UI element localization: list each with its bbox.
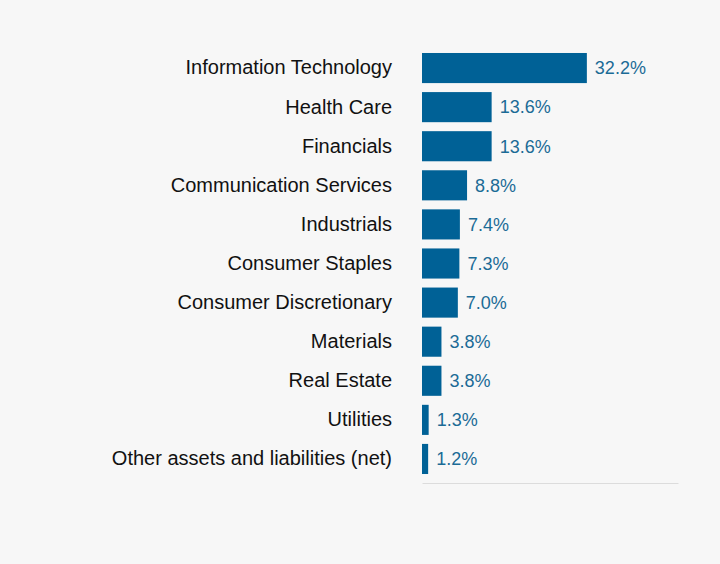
chart: Information Technology Health Care Financi… xyxy=(0,0,720,564)
data-label: 32.2% xyxy=(595,58,646,78)
y-tick: Consumer Discretionary xyxy=(177,291,392,313)
data-label: 8.8% xyxy=(475,176,516,196)
y-tick: Real Estate xyxy=(289,369,392,391)
data-label: 1.2% xyxy=(436,449,477,469)
y-axis: Information Technology Health Care Financi… xyxy=(112,56,392,469)
bar xyxy=(422,170,467,200)
data-label: 7.0% xyxy=(466,293,507,313)
bar xyxy=(422,209,460,239)
category-label: Other assets and liabilities (net) xyxy=(112,447,392,469)
x-axis xyxy=(423,483,679,484)
category-label: Real Estate xyxy=(289,369,392,391)
data-label: 3.8% xyxy=(449,332,490,352)
data-label: 7.3% xyxy=(467,254,508,274)
x-axis-line xyxy=(423,483,679,484)
y-tick: Other assets and liabilities (net) xyxy=(112,447,392,469)
y-tick: Industrials xyxy=(301,213,392,235)
bar xyxy=(422,53,587,83)
y-tick: Materials xyxy=(311,330,392,352)
data-label: 7.4% xyxy=(468,215,509,235)
y-tick: Communication Services xyxy=(171,174,392,196)
bar xyxy=(422,131,492,161)
bar xyxy=(422,92,492,122)
category-label: Utilities xyxy=(328,408,392,430)
category-label: Information Technology xyxy=(186,56,392,78)
y-tick: Consumer Staples xyxy=(227,252,392,274)
bars xyxy=(422,53,587,474)
bar xyxy=(422,248,459,278)
data-label: 13.6% xyxy=(500,137,551,157)
y-tick: Financials xyxy=(302,135,392,157)
background xyxy=(0,0,720,564)
category-label: Industrials xyxy=(301,213,392,235)
category-label: Consumer Staples xyxy=(227,252,392,274)
data-labels: 32.2% 13.6% 13.6% 8.8% 7.4% 7.3% 7.0% 3.8% 3.8% 1… xyxy=(436,58,646,469)
y-tick: Information Technology xyxy=(186,56,392,78)
data-label: 3.8% xyxy=(449,371,490,391)
data-label: 1.3% xyxy=(437,410,478,430)
category-label: Financials xyxy=(302,135,392,157)
category-label: Materials xyxy=(311,330,392,352)
category-label: Consumer Discretionary xyxy=(177,291,392,313)
bar xyxy=(422,444,428,474)
bar xyxy=(422,327,441,357)
data-label: 13.6% xyxy=(500,97,551,117)
category-label: Health Care xyxy=(285,96,392,118)
y-tick: Utilities xyxy=(328,408,392,430)
y-tick: Health Care xyxy=(285,96,392,118)
category-label: Communication Services xyxy=(171,174,392,196)
bar xyxy=(422,288,458,318)
bar xyxy=(422,405,429,435)
bar xyxy=(422,366,441,396)
